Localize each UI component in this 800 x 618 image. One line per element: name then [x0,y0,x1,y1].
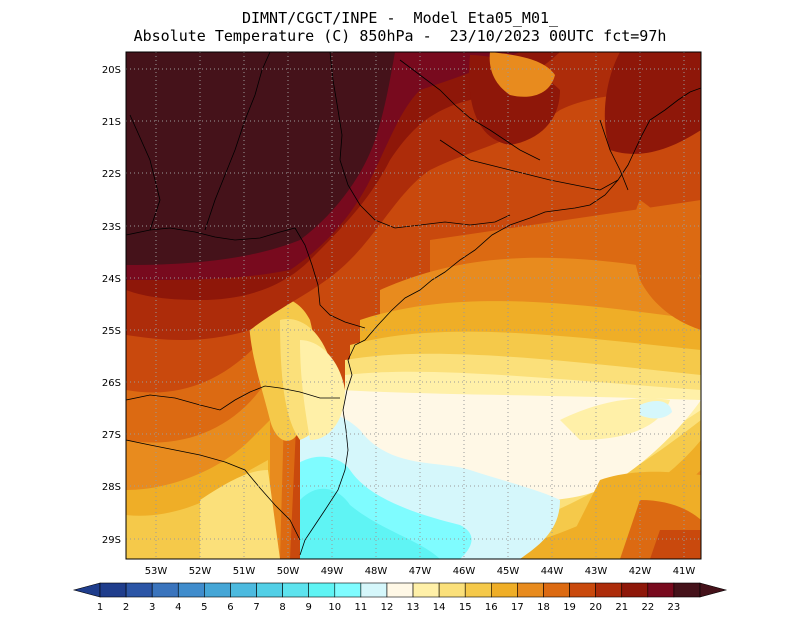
lon-axis: 53W 52W 51W 50W 49W 48W 47W 46W 45W 44W … [145,566,696,577]
temperature-field [126,52,701,559]
colorbar-swatch [308,582,336,598]
colorbar-swatch [386,582,414,598]
colorbar-label: 17 [511,602,524,613]
colorbar-swatch [517,582,544,598]
colorbar-label: 7 [253,602,259,613]
colorbar-swatch [647,582,675,598]
colorbar-label: 16 [485,602,498,613]
colorbar-label: 22 [641,602,654,613]
colorbar-label: 4 [175,602,181,613]
map-frame [125,51,702,560]
colorbar-swatch [334,582,362,598]
colorbar-label: 3 [149,602,155,613]
colorbar-swatch [569,582,596,598]
colorbar-label: 9 [306,602,312,613]
lon-label: 50W [277,566,300,577]
map-subtitle: Absolute Temperature (C) 850hPa - 23/10/… [133,27,667,45]
colorbar-label: 5 [201,602,207,613]
lon-label: 52W [189,566,212,577]
colorbar-label: 15 [459,602,472,613]
lat-label: 29S [102,535,121,546]
colorbar-arrow-low [72,582,101,598]
colorbar-swatch [125,582,153,598]
colorbar-swatch [621,582,649,598]
lat-label: 26S [102,378,121,389]
lon-label: 51W [233,566,256,577]
colorbar-label: 14 [433,602,446,613]
colorbar-swatch [177,582,205,598]
lat-axis: 20S 21S 22S 23S 24S 25S 26S 27S 28S 29S [102,65,121,546]
lat-label: 20S [102,65,121,76]
colorbar-swatch [673,582,701,598]
lon-label: 42W [629,566,652,577]
colorbar-swatch [151,582,179,598]
colorbar-label: 11 [355,602,368,613]
colorbar-label: 23 [668,602,681,613]
lat-label: 24S [102,274,121,285]
lon-label: 44W [541,566,564,577]
colorbar-swatch [204,582,231,598]
colorbar-label: 12 [381,602,394,613]
lat-label: 21S [102,117,121,128]
colorbar-label: 19 [563,602,576,613]
lon-label: 46W [453,566,476,577]
colorbar-swatch [595,582,623,598]
coastline-borders [126,52,701,556]
colorbar-label: 1 [97,602,103,613]
colorbar-label: 20 [589,602,602,613]
lon-label: 47W [409,566,432,577]
colorbar-label: 21 [615,602,628,613]
colorbar-swatch [282,582,309,598]
colorbar-label: 8 [279,602,285,613]
lat-label: 28S [102,482,121,493]
lat-label: 22S [102,169,121,180]
colorbar-label: 13 [407,602,420,613]
colorbar-swatch [256,582,283,598]
colorbar-label: 10 [328,602,341,613]
colorbar-swatch [360,582,388,598]
lon-label: 45W [497,566,520,577]
lat-label: 23S [102,222,121,233]
colorbar-swatch [491,582,518,598]
lon-label: 41W [673,566,696,577]
colorbar-swatch [99,582,127,598]
lat-lon-grid [126,52,701,559]
colorbar-label: 18 [537,602,550,613]
lon-label: 49W [321,566,344,577]
colorbar-label: 6 [227,602,233,613]
colorbar-swatch [464,582,492,598]
colorbar-arrow-high [699,582,728,598]
lat-label: 25S [102,326,121,337]
map-title: DIMNT/CGCT/INPE - Model Eta05_M01_ [241,9,559,27]
lon-label: 53W [145,566,168,577]
colorbar-swatch [412,582,440,598]
lon-label: 48W [365,566,388,577]
colorbar-swatch [543,582,570,598]
lon-label: 43W [585,566,608,577]
colorbar-label: 2 [123,602,129,613]
lat-label: 27S [102,430,121,441]
colorbar: 1 2 3 4 5 6 7 8 9 10 11 12 13 14 15 16 17 18 19 20 21 22 23 [72,582,728,613]
colorbar-swatch [230,582,257,598]
colorbar-swatch [438,582,466,598]
